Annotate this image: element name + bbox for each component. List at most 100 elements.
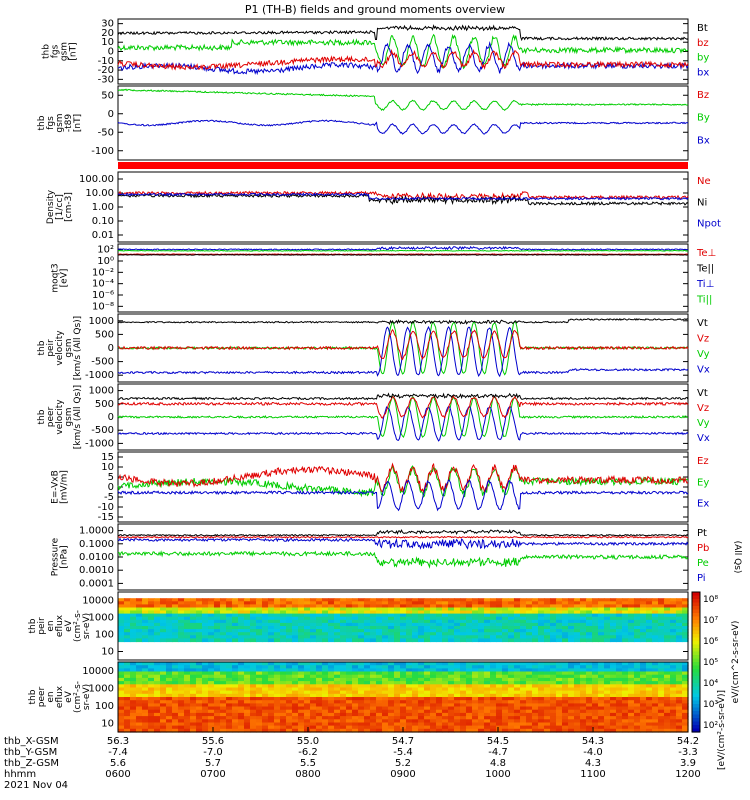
spectrogram-cell bbox=[640, 665, 647, 669]
spectrogram-cell bbox=[328, 622, 335, 627]
spectrogram-cell bbox=[628, 671, 635, 676]
spectrogram-cell bbox=[298, 662, 305, 666]
spectrogram-cell bbox=[160, 690, 167, 695]
spectrogram-cell bbox=[334, 712, 341, 717]
spectrogram-cell bbox=[514, 601, 521, 605]
spectrogram-cell bbox=[574, 709, 581, 714]
spectrogram-cell bbox=[334, 697, 341, 701]
spectrogram-cell bbox=[280, 601, 287, 605]
spectrogram-cell bbox=[628, 693, 635, 698]
x-tick-label: -5.4 bbox=[393, 747, 413, 758]
spectrogram-cell bbox=[502, 712, 509, 717]
spectrogram-cell bbox=[370, 668, 377, 673]
spectrogram-cell bbox=[274, 671, 281, 676]
spectrogram-cell bbox=[556, 610, 563, 615]
x-tick-label: 5.6 bbox=[110, 758, 126, 769]
spectrogram-cell bbox=[412, 684, 419, 689]
spectrogram-cell bbox=[208, 674, 215, 679]
spectrogram-cell bbox=[526, 607, 533, 612]
spectrogram-cell bbox=[472, 607, 479, 612]
spectrogram-cell bbox=[238, 619, 245, 624]
spectrogram-cell bbox=[508, 668, 515, 673]
spectrogram-cell bbox=[154, 613, 161, 618]
spectrogram-cell bbox=[304, 665, 311, 669]
spectrogram-cell bbox=[550, 601, 557, 605]
spectrogram-cell bbox=[634, 671, 641, 676]
spectrogram-cell bbox=[334, 626, 341, 630]
spectrogram-cell bbox=[226, 681, 233, 685]
spectrogram-cell bbox=[178, 629, 185, 633]
spectrogram-cell bbox=[340, 687, 347, 692]
spectrogram-cell bbox=[604, 687, 611, 692]
spectrogram-cell bbox=[286, 684, 293, 689]
spectrogram-cell bbox=[394, 697, 401, 701]
spectrogram-cell bbox=[178, 601, 185, 605]
x-tick-label: 56.3 bbox=[107, 736, 129, 747]
spectrogram-cell bbox=[418, 622, 425, 627]
spectrogram-cell bbox=[496, 716, 503, 720]
spectrogram-cell bbox=[496, 728, 503, 733]
spectrogram-cell bbox=[490, 719, 497, 724]
spectrogram-cell bbox=[160, 697, 167, 701]
spectrogram-cell bbox=[262, 700, 269, 704]
spectrogram-cell bbox=[598, 610, 605, 615]
spectrogram-cell bbox=[418, 712, 425, 717]
spectrogram-cell bbox=[364, 716, 371, 720]
spectrogram-cell bbox=[298, 607, 305, 612]
spectrogram-cell bbox=[346, 638, 353, 643]
spectrogram-cell bbox=[124, 703, 131, 708]
y-tick-label: -100 bbox=[91, 146, 114, 157]
spectrogram-cell bbox=[268, 601, 275, 605]
spectrogram-cell bbox=[166, 610, 173, 615]
spectrogram-cell bbox=[670, 690, 677, 695]
spectrogram-cell bbox=[496, 693, 503, 698]
spectrogram-cell bbox=[154, 604, 161, 609]
spectrogram-cell bbox=[568, 728, 575, 733]
spectrogram-cell bbox=[196, 716, 203, 720]
spectrogram-cell bbox=[358, 601, 365, 605]
spectrogram-cell bbox=[334, 684, 341, 689]
spectrogram-cell bbox=[610, 629, 617, 633]
spectrogram-cell bbox=[274, 674, 281, 679]
spectrogram-cell bbox=[286, 687, 293, 692]
spectrogram-cell bbox=[118, 622, 125, 627]
spectrogram-cell bbox=[472, 604, 479, 609]
spectrogram-cell bbox=[220, 613, 227, 618]
spectrogram-cell bbox=[448, 725, 455, 730]
spectrogram-cell bbox=[334, 687, 341, 692]
spectrogram-cell bbox=[394, 693, 401, 698]
spectrogram-cell bbox=[502, 601, 509, 605]
spectrogram-cell bbox=[520, 635, 527, 639]
spectrogram-cell bbox=[382, 598, 389, 602]
spectrogram-cell bbox=[250, 601, 257, 605]
spectrogram-cell bbox=[580, 616, 587, 621]
spectrogram-cell bbox=[340, 677, 347, 682]
spectrogram-cell bbox=[580, 598, 587, 602]
spectrogram-cell bbox=[322, 622, 329, 627]
spectrogram-cell bbox=[118, 706, 125, 711]
spectrogram-cell bbox=[322, 632, 329, 636]
spectrogram-cell bbox=[190, 619, 197, 624]
spectrogram-cell bbox=[490, 690, 497, 695]
spectrogram-cell bbox=[502, 632, 509, 636]
y-tick-label: 10⁻⁶ bbox=[92, 290, 114, 301]
spectrogram-cell bbox=[184, 626, 191, 630]
spectrogram-cell bbox=[442, 722, 449, 727]
spectrogram-cell bbox=[514, 629, 521, 633]
spectrogram-cell bbox=[556, 629, 563, 633]
spectrogram-cell bbox=[646, 674, 653, 679]
y-tick-label: 0 bbox=[108, 482, 114, 493]
spectrogram-cell bbox=[154, 616, 161, 621]
spectrogram-cell bbox=[220, 619, 227, 624]
spectrogram-cell bbox=[634, 619, 641, 624]
spectrogram-cell bbox=[544, 684, 551, 689]
spectrogram-cell bbox=[292, 722, 299, 727]
spectrogram-cell bbox=[664, 607, 671, 612]
spectrogram-cell bbox=[520, 616, 527, 621]
spectrogram-cell bbox=[460, 709, 467, 714]
spectrogram-cell bbox=[394, 674, 401, 679]
spectrogram-cell bbox=[262, 674, 269, 679]
y-tick-label: 5 bbox=[108, 472, 114, 483]
spectrogram-cell bbox=[370, 626, 377, 630]
spectrogram-cell bbox=[340, 665, 347, 669]
